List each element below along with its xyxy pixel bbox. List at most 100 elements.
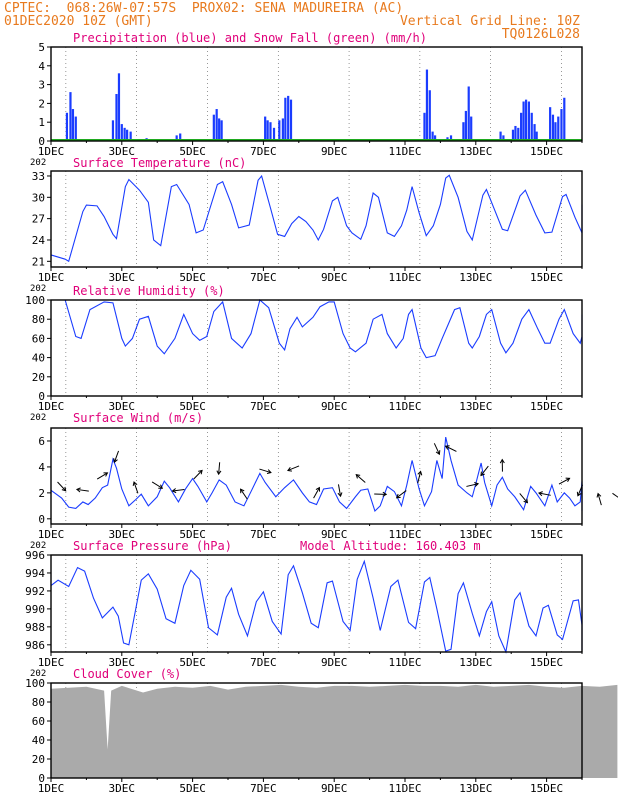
precip-xtick-label: 15DEC <box>530 145 563 158</box>
press-ytick-label: 994 <box>25 567 45 580</box>
rh-xtick-label: 5DEC <box>179 400 206 413</box>
wind-arrow-head <box>240 488 245 494</box>
wind-arrow <box>151 481 163 489</box>
precip-bar <box>533 124 536 141</box>
precip-bar <box>284 97 287 141</box>
precip-xtick-label: 9DEC <box>321 145 348 158</box>
precip-bar <box>514 125 517 141</box>
rh-xtick-label: 15DEC <box>530 400 563 413</box>
wind-arrow-head <box>171 488 177 494</box>
press-xtick-label: 13DEC <box>459 656 492 669</box>
rh-frame <box>50 299 583 397</box>
cloud-panel <box>47 682 618 782</box>
precip-bar <box>511 129 515 141</box>
wind-arrow <box>466 483 479 487</box>
wind-arrow-head <box>355 474 361 479</box>
precip-bar <box>431 131 434 141</box>
temp-ytick-label: 30 <box>32 191 45 204</box>
rh-title: Relative Humidity (%) <box>73 284 225 298</box>
wind-arrow-head <box>444 445 450 450</box>
press-annotation: Model Altitude: 160.403 m <box>300 539 481 553</box>
press-frame <box>50 554 583 653</box>
wind-arrow-head <box>113 458 118 464</box>
precip-bar <box>126 129 129 141</box>
wind-arrow <box>57 481 67 492</box>
rh-ytick-label: 40 <box>32 352 45 365</box>
rh-ytick-label: 100 <box>25 294 45 307</box>
wind-arrow-head <box>216 470 222 476</box>
wind-arrow <box>355 474 366 483</box>
wind-arrow-head <box>75 487 81 493</box>
cloud-xtick-label: 15DEC <box>530 782 563 795</box>
wind-xtick-label: 9DEC <box>321 528 348 541</box>
precip-xtick-label: 13DEC <box>459 145 492 158</box>
precip-bar <box>264 116 267 141</box>
precip-bar <box>65 112 69 141</box>
precip-bar <box>560 109 563 141</box>
wind-arrow <box>76 488 89 492</box>
wind-xtick-label: 5DEC <box>179 528 206 541</box>
rh-xtick-label: 13DEC <box>459 400 492 413</box>
precip-title: Precipitation (blue) and Snow Fall (gree… <box>73 31 427 45</box>
wind-xtick-label: 7DEC <box>250 528 277 541</box>
precip-bar <box>129 131 132 141</box>
wind-arrow-head <box>61 486 67 492</box>
cloud-xtick-label: 1DEC <box>38 782 65 795</box>
precip-bar <box>433 135 437 141</box>
press-xtick-label: 1DEC <box>38 656 65 669</box>
precip-bar <box>269 122 272 141</box>
press-xtick-label: 5DEC <box>179 656 206 669</box>
wind-arrow-head <box>395 493 401 499</box>
wind-arrow-head <box>537 491 543 497</box>
precip-bar <box>289 99 293 141</box>
precip-bar <box>428 90 431 141</box>
temp-xtick-label: 9DEC <box>321 271 348 284</box>
wind-xtick-label: 13DEC <box>459 528 492 541</box>
wind-arrow <box>113 450 120 463</box>
precip-bar <box>278 120 281 141</box>
press-ytick-label: 990 <box>25 603 45 616</box>
rh-ytick-label: 0 <box>38 390 45 403</box>
temp-series-line <box>50 174 583 263</box>
header-station-line: CPTEC: 068:26W-07:57S PROX02: SENA MADUR… <box>4 1 404 16</box>
wind-arrow-head <box>435 450 441 456</box>
wind-arrow <box>538 492 551 496</box>
precip-bar <box>502 135 505 141</box>
precip-bar <box>123 127 126 141</box>
cloud-xtick-label: 11DEC <box>388 782 421 795</box>
precip-bar <box>563 97 566 141</box>
wind-arrow <box>96 472 108 480</box>
precip-bar <box>287 95 290 141</box>
precip-ytick-label: 2 <box>38 97 45 110</box>
cloud-ytick-label: 0 <box>38 772 45 785</box>
wind-title: Surface Wind (m/s) <box>73 411 203 425</box>
wind-arrow-head <box>132 481 138 487</box>
press-ytick-label: 988 <box>25 621 45 634</box>
temp-ytick-label: 33 <box>32 170 45 183</box>
rh-xtick-label: 11DEC <box>388 400 421 413</box>
precip-bar <box>220 120 223 141</box>
precip-panel <box>47 46 583 145</box>
precip-ytick-label: 3 <box>38 79 45 92</box>
temp-year-fragment: 202 <box>30 284 46 294</box>
wind-arrow-head <box>417 470 423 476</box>
precip-frame <box>50 46 583 142</box>
precip-bar <box>71 109 75 141</box>
wind-arrow-head <box>198 469 203 475</box>
press-ytick-label: 996 <box>25 549 45 562</box>
press-xtick-label: 9DEC <box>321 656 348 669</box>
precip-xtick-label: 11DEC <box>388 145 421 158</box>
precip-ytick-label: 1 <box>38 116 45 129</box>
precip-bar <box>111 120 115 141</box>
wind-ytick-label: 4 <box>38 461 45 474</box>
header-date-line: 01DEC2020 10Z (GMT) <box>4 14 153 29</box>
wind-arrow <box>313 487 320 499</box>
rh-year-fragment: 202 <box>30 413 46 423</box>
temp-ytick-label: 24 <box>32 234 46 247</box>
precip-bar <box>69 92 72 141</box>
cloud-ytick-label: 20 <box>32 753 45 766</box>
wind-frame <box>50 427 583 525</box>
cloud-xtick-label: 13DEC <box>459 782 492 795</box>
precip-ytick-label: 4 <box>38 60 45 73</box>
